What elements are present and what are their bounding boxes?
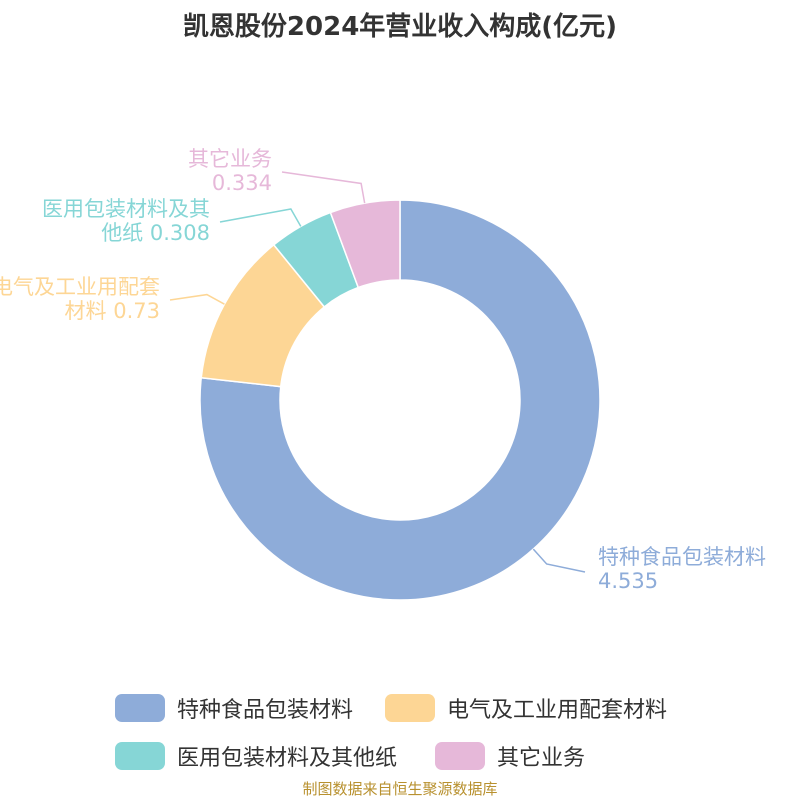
slice-label: 其它业务 0.334 [162, 147, 272, 195]
slice-label: 电气及工业用配套材料 0.73 [0, 275, 160, 323]
slice-name: 特种食品包装材料 [598, 545, 766, 569]
legend-swatch [115, 694, 165, 722]
leader-line [219, 208, 302, 227]
slice-label: 特种食品包装材料 4.535 [598, 545, 773, 593]
slice-value: 0.73 [113, 299, 160, 323]
legend-item: 其它业务 [435, 740, 585, 772]
legend-label: 医用包装材料及其他纸 [177, 746, 398, 771]
slice-value: 0.308 [149, 221, 210, 245]
legend-swatch [115, 742, 165, 770]
slice-name: 电气及工业用配套材料 [0, 275, 160, 323]
source-note: 制图数据来自恒生聚源数据库 [302, 780, 498, 798]
legend-item: 医用包装材料及其他纸 [115, 740, 397, 772]
legend-swatch [435, 742, 485, 770]
slice-label: 医用包装材料及其他纸 0.308 [40, 197, 210, 245]
legend-swatch [385, 694, 435, 722]
legend-item: 电气及工业用配套材料 [385, 692, 667, 724]
leader-line [169, 293, 225, 305]
legend-label: 其它业务 [497, 746, 586, 771]
legend-label: 特种食品包装材料 [177, 698, 354, 723]
leader-line [281, 171, 366, 204]
leader-line [532, 548, 586, 573]
legend-label: 电气及工业用配套材料 [447, 698, 668, 723]
slice-value: 4.535 [598, 569, 659, 593]
chart-title: 凯恩股份2024年营业收入构成(亿元) [182, 12, 618, 42]
slice-name: 医用包装材料及其他纸 [42, 197, 210, 245]
legend-item: 特种食品包装材料 [115, 692, 353, 724]
slice-value: 0.334 [211, 171, 272, 195]
slice-name: 其它业务 [188, 147, 272, 171]
donut-slice [329, 199, 401, 289]
donut-slice [199, 199, 601, 601]
